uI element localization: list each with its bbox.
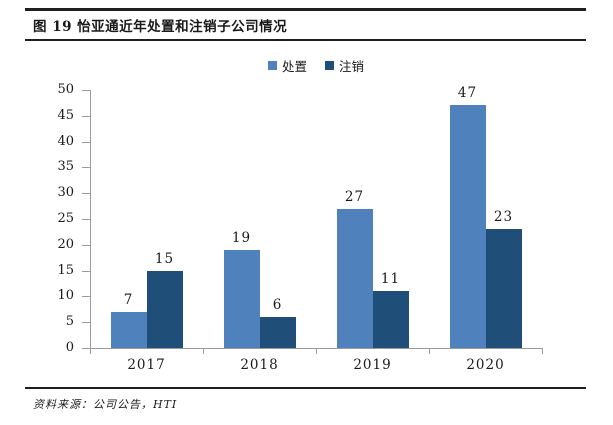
legend-label: 处置 — [281, 59, 307, 74]
y-axis-label: 15 — [57, 262, 74, 278]
data-label: 7 — [123, 291, 134, 308]
bar — [449, 105, 486, 348]
data-label: 27 — [344, 188, 365, 205]
y-axis-label: 40 — [57, 133, 74, 149]
bar — [372, 291, 409, 348]
x-tick — [203, 349, 204, 354]
legend-item: 处置 — [267, 56, 307, 75]
data-label: 47 — [457, 85, 478, 102]
y-tick — [82, 244, 90, 246]
bottom-rule-divider — [25, 387, 586, 389]
x-tick — [90, 349, 91, 354]
y-axis-label: 30 — [57, 185, 74, 201]
y-axis-label: 0 — [65, 340, 74, 355]
y-axis-label: 35 — [57, 159, 74, 175]
bar-chart: 处置 注销 0 5 10 15 20 25 30 35 40 45 50 2017 2018 2019 202… — [0, 46, 613, 376]
x-tick — [542, 349, 543, 354]
bar — [485, 229, 522, 348]
bar — [336, 208, 373, 348]
y-axis-label: 50 — [57, 82, 74, 97]
bar — [223, 249, 260, 348]
legend-label: 注销 — [339, 59, 365, 74]
x-axis-line — [90, 348, 543, 349]
data-label: 19 — [231, 229, 252, 246]
y-axis-label: 45 — [57, 107, 74, 123]
y-axis-label: 10 — [57, 288, 74, 304]
data-label: 15 — [154, 250, 175, 267]
data-label: 6 — [272, 297, 283, 314]
figure-title: 图 19 怡亚通近年处置和注销子公司情况 — [33, 19, 288, 35]
y-tick — [82, 90, 90, 91]
y-axis-label: 25 — [57, 211, 74, 226]
y-tick — [82, 167, 90, 169]
y-tick — [82, 348, 90, 349]
bar — [110, 311, 147, 348]
y-axis-label: 5 — [65, 314, 74, 330]
title-underline-divider — [25, 39, 586, 41]
y-tick — [82, 115, 90, 117]
data-label: 11 — [380, 271, 401, 288]
x-axis-label: 2019 — [353, 357, 392, 373]
chart-legend: 处置 注销 — [90, 56, 542, 75]
y-tick — [82, 193, 90, 195]
legend-swatch-icon — [267, 61, 277, 70]
y-axis-label: 20 — [57, 236, 74, 252]
bar — [146, 270, 183, 348]
x-tick — [316, 349, 317, 354]
y-tick — [82, 270, 90, 272]
bar — [259, 317, 296, 348]
x-axis-label: 2018 — [240, 357, 279, 373]
plot-area: 0 5 10 15 20 25 30 35 40 45 50 2017 2018 2019 2020 7 19 2… — [0, 46, 613, 376]
legend-swatch-icon — [325, 61, 334, 70]
x-axis-label: 2020 — [466, 357, 505, 373]
y-tick — [82, 296, 90, 298]
y-tick — [82, 322, 90, 324]
x-tick — [429, 349, 430, 354]
data-label: 23 — [493, 209, 514, 226]
y-tick — [82, 141, 90, 143]
top-rule-divider — [25, 8, 586, 11]
legend-item: 注销 — [325, 56, 364, 75]
y-axis-line — [90, 90, 91, 349]
source-note: 资料来源：公司公告，HTI — [33, 398, 178, 411]
x-axis-label: 2017 — [127, 357, 166, 373]
y-tick — [82, 219, 90, 220]
